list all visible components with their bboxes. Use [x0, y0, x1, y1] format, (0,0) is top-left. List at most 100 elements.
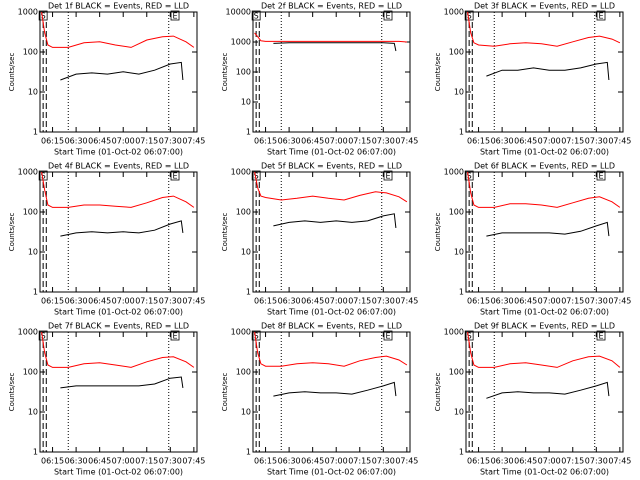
marker-box: [170, 10, 180, 21]
marker-label: S: [254, 172, 259, 181]
x-tick-label: 07:00: [112, 297, 135, 306]
y-axis-label: Counts/sec: [8, 53, 16, 92]
marker-box: [170, 330, 180, 341]
marker-label: S: [254, 12, 259, 21]
series-line: [273, 42, 397, 52]
x-tick-label: 07:15: [561, 137, 584, 146]
y-tick-label: 1000: [18, 168, 38, 177]
y-tick-label: 10: [241, 98, 251, 107]
x-tick-label: 07:00: [112, 137, 135, 146]
marker-label: E: [598, 172, 603, 181]
marker-label: S: [467, 12, 472, 21]
marker-label: S: [467, 172, 472, 181]
x-tick-label: 06:45: [514, 297, 537, 306]
series-line: [60, 376, 184, 389]
y-axis-label: Counts/sec: [434, 53, 442, 92]
x-tick-label: 06:45: [88, 457, 111, 466]
x-tick-label: 07:30: [159, 457, 182, 466]
y-tick-label: 1: [33, 288, 38, 297]
marker-label: S: [41, 172, 46, 181]
y-tick-label: 100: [449, 48, 464, 57]
chart-title: Det 8f BLACK = Events, RED = LLD: [261, 322, 402, 331]
y-tick-label: 1000: [444, 328, 464, 337]
x-tick-label: 06:15: [254, 137, 277, 146]
x-axis-label: Start Time (01-Oct-02 06:07:00): [54, 468, 183, 477]
x-tick-label: 06:45: [88, 137, 111, 146]
plot-frame: [39, 331, 198, 453]
plot-frame: [252, 331, 411, 453]
x-tick-label: 07:15: [348, 457, 371, 466]
y-tick-label: 1: [33, 128, 38, 137]
marker-label: E: [598, 12, 603, 21]
chart-title: Det 7f BLACK = Events, RED = LLD: [48, 322, 189, 331]
x-tick-label: 06:30: [278, 457, 301, 466]
y-tick-label: 1: [246, 448, 251, 457]
y-tick-label: 1: [33, 448, 38, 457]
marker-box: [170, 170, 180, 181]
series-line: [254, 32, 407, 43]
y-tick-label: 10: [28, 408, 38, 417]
y-tick-label: 10: [28, 248, 38, 257]
marker-label: S: [467, 332, 472, 341]
x-axis-label: Start Time (01-Oct-02 06:07:00): [480, 148, 609, 157]
y-tick-label: 10000: [226, 8, 251, 17]
x-tick-label: 07:00: [325, 457, 348, 466]
marker-label: S: [41, 12, 46, 21]
plot-frame: [465, 171, 624, 293]
x-tick-label: 06:30: [278, 297, 301, 306]
x-tick-label: 07:45: [608, 137, 631, 146]
y-tick-label: 100: [23, 208, 38, 217]
plot-frame: [465, 11, 624, 133]
marker-label: E: [598, 332, 603, 341]
x-tick-label: 06:15: [467, 137, 490, 146]
y-tick-label: 1: [246, 288, 251, 297]
marker-box: [383, 10, 393, 21]
series-line: [273, 213, 397, 228]
x-tick-label: 07:00: [538, 457, 561, 466]
x-tick-label: 07:15: [135, 297, 158, 306]
x-tick-label: 07:45: [608, 297, 631, 306]
x-axis-label: Start Time (01-Oct-02 06:07:00): [267, 148, 396, 157]
y-tick-label: 1000: [231, 38, 251, 47]
y-tick-label: 100: [449, 208, 464, 217]
marker-label: E: [385, 12, 390, 21]
plot-frame: [252, 11, 411, 133]
x-tick-label: 06:30: [491, 457, 514, 466]
y-tick-label: 1: [459, 128, 464, 137]
x-tick-label: 06:30: [65, 457, 88, 466]
y-axis-label: Counts/sec: [221, 373, 229, 412]
y-axis-label: Counts/sec: [434, 373, 442, 412]
x-tick-label: 07:45: [395, 297, 418, 306]
x-tick-label: 07:15: [135, 457, 158, 466]
y-tick-label: 1000: [18, 8, 38, 17]
chart-title: Det 2f BLACK = Events, RED = LLD: [261, 2, 402, 11]
series-line: [467, 171, 621, 208]
marker-label: E: [172, 172, 177, 181]
marker-box: [596, 330, 606, 341]
x-axis-label: Start Time (01-Oct-02 06:07:00): [54, 308, 183, 317]
y-tick-label: 10: [241, 408, 251, 417]
x-tick-label: 06:15: [467, 297, 490, 306]
y-axis-label: Counts/sec: [8, 373, 16, 412]
x-tick-label: 07:30: [159, 297, 182, 306]
x-tick-label: 06:45: [88, 297, 111, 306]
chart-title: Det 1f BLACK = Events, RED = LLD: [48, 2, 189, 11]
y-tick-label: 100: [449, 368, 464, 377]
marker-label: E: [385, 172, 390, 181]
y-tick-label: 100: [236, 68, 251, 77]
x-tick-label: 07:15: [561, 457, 584, 466]
x-tick-label: 06:30: [491, 137, 514, 146]
x-tick-label: 07:15: [348, 297, 371, 306]
x-tick-label: 07:30: [585, 457, 608, 466]
x-tick-label: 07:30: [372, 137, 395, 146]
y-tick-label: 10: [454, 408, 464, 417]
x-axis-label: Start Time (01-Oct-02 06:07:00): [54, 148, 183, 157]
y-axis-label: Counts/sec: [434, 213, 442, 252]
x-tick-label: 07:00: [538, 297, 561, 306]
marker-label: S: [254, 332, 259, 341]
y-axis-label: Counts/sec: [221, 53, 229, 92]
series-line: [60, 220, 184, 237]
y-tick-label: 1000: [18, 328, 38, 337]
series-line: [41, 331, 195, 368]
series-line: [41, 171, 195, 208]
